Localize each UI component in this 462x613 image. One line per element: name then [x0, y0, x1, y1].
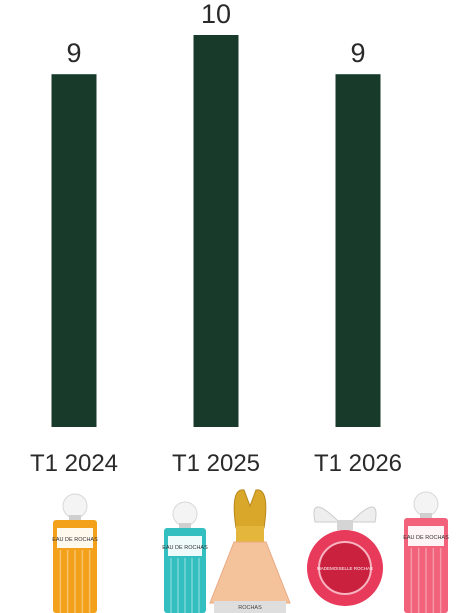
perfume-bottle-image: EAU DE ROCHAS	[162, 501, 208, 613]
data-label: 10	[201, 0, 231, 29]
bar-t1-2025	[193, 35, 239, 427]
perfume-bottle-image: EAU DE ROCHAS	[52, 493, 98, 613]
bar-t1-2026	[335, 74, 381, 427]
perfume-bottle-image: ROCHAS	[209, 489, 291, 613]
product-images: EAU DE ROCHAS EAU DE ROCHAS ROCHAS MADEMOIS…	[52, 489, 449, 613]
svg-text:EAU DE ROCHAS: EAU DE ROCHAS	[52, 537, 98, 543]
svg-text:MADEMOISELLE ROCHAS: MADEMOISELLE ROCHAS	[317, 566, 373, 571]
bar-chart: 9 10 9 T1 2024 T1 2025 T1 2026	[30, 0, 402, 477]
bars-group	[51, 35, 381, 427]
data-labels-group: 9 10 9	[66, 0, 365, 68]
bar-t1-2024	[51, 74, 97, 427]
category-label: T1 2025	[172, 450, 260, 477]
svg-text:EAU DE ROCHAS: EAU DE ROCHAS	[403, 535, 449, 541]
data-label: 9	[66, 38, 81, 68]
svg-text:EAU DE ROCHAS: EAU DE ROCHAS	[162, 545, 208, 551]
data-label: 9	[350, 38, 365, 68]
category-label: T1 2024	[30, 450, 118, 477]
category-label: T1 2026	[314, 450, 402, 477]
category-labels-group: T1 2024 T1 2025 T1 2026	[30, 450, 402, 477]
perfume-bottle-image: EAU DE ROCHAS	[403, 491, 449, 613]
svg-text:ROCHAS: ROCHAS	[238, 605, 262, 611]
perfume-bottle-image: MADEMOISELLE ROCHAS	[307, 506, 383, 606]
